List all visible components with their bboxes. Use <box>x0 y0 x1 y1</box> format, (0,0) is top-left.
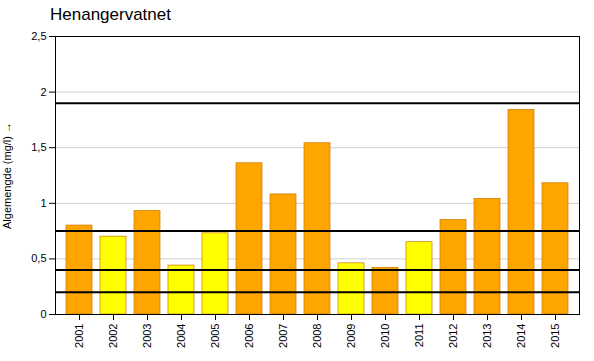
svg-text:2010: 2010 <box>379 324 391 348</box>
svg-text:1,5: 1,5 <box>31 141 46 153</box>
svg-text:2006: 2006 <box>243 324 255 348</box>
svg-text:2013: 2013 <box>481 324 493 348</box>
html-text:Henangervatnet: Henangervatnet <box>50 5 171 24</box>
svg-text:0,5: 0,5 <box>31 252 46 264</box>
svg-text:Algemengde (mg/l) →: Algemengde (mg/l) → <box>1 122 13 229</box>
svg-text:2011: 2011 <box>413 324 425 348</box>
svg-text:2001: 2001 <box>73 324 85 348</box>
svg-text:1: 1 <box>40 197 46 209</box>
svg-text:2007: 2007 <box>277 324 289 348</box>
svg-text:2,5: 2,5 <box>31 30 46 42</box>
svg-text:2004: 2004 <box>175 324 187 348</box>
svg-text:2014: 2014 <box>515 324 527 348</box>
svg-text:0: 0 <box>40 308 46 320</box>
svg-text:2003: 2003 <box>141 324 153 348</box>
svg-text:2005: 2005 <box>209 324 221 348</box>
svg-text:2012: 2012 <box>447 324 459 348</box>
svg-text:2: 2 <box>40 86 46 98</box>
svg-text:2008: 2008 <box>311 324 323 348</box>
svg-text:2009: 2009 <box>345 324 357 348</box>
svg-text:2002: 2002 <box>107 324 119 348</box>
svg-text:2015: 2015 <box>549 324 561 348</box>
